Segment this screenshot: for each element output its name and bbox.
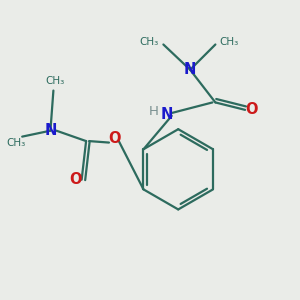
Text: O: O (69, 172, 81, 187)
Text: CH₃: CH₃ (140, 37, 159, 46)
Text: O: O (108, 130, 121, 146)
Text: N: N (184, 62, 196, 77)
Text: O: O (245, 102, 258, 117)
Text: N: N (160, 107, 172, 122)
Text: CH₃: CH₃ (220, 37, 239, 46)
Text: CH₃: CH₃ (45, 76, 64, 86)
Text: CH₃: CH₃ (7, 138, 26, 148)
Text: H: H (149, 105, 159, 118)
Text: N: N (44, 123, 57, 138)
